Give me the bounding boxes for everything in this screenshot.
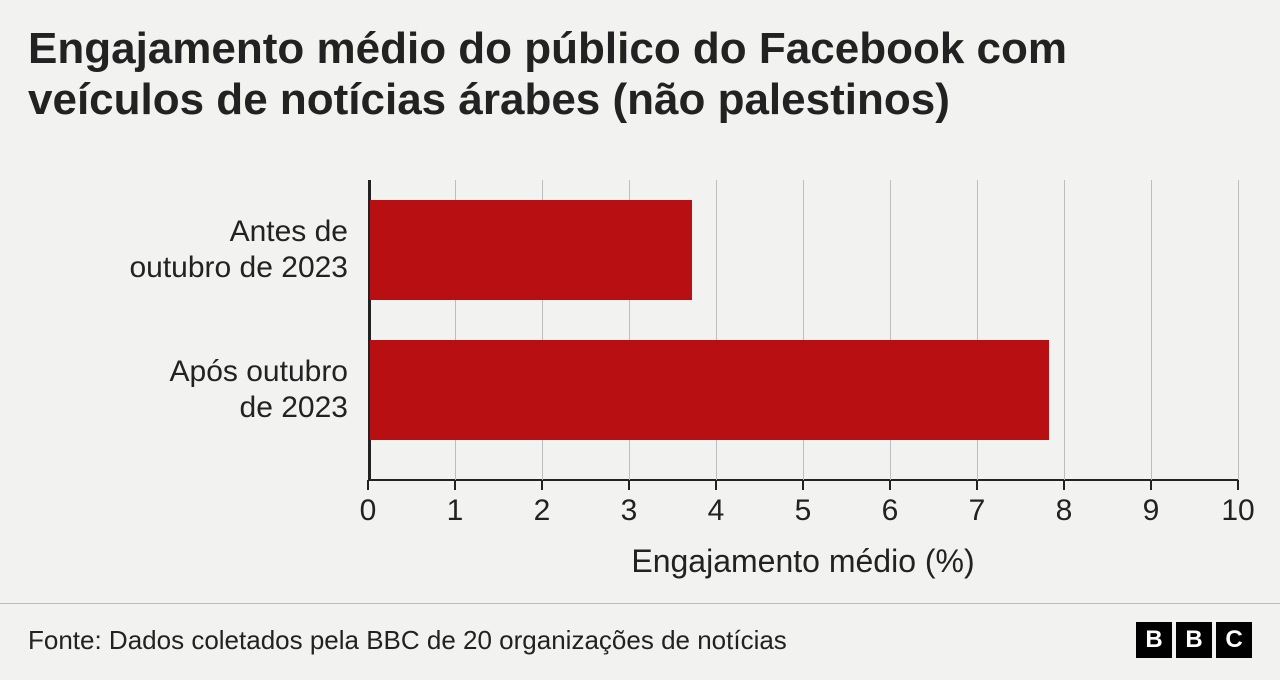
bar bbox=[370, 200, 692, 300]
x-tick-label: 0 bbox=[360, 494, 377, 528]
chart-plot-area: 012345678910Engajamento médio (%) bbox=[368, 180, 1238, 480]
chart-container: 012345678910Engajamento médio (%) Antes … bbox=[28, 180, 1252, 560]
bbc-logo-letter: B bbox=[1136, 622, 1172, 658]
x-tick-label: 5 bbox=[795, 494, 812, 528]
bar bbox=[370, 340, 1049, 440]
x-tick-label: 7 bbox=[969, 494, 986, 528]
x-tick-label: 2 bbox=[534, 494, 551, 528]
x-tick-label: 9 bbox=[1143, 494, 1160, 528]
chart-title: Engajamento médio do público do Facebook… bbox=[0, 0, 1280, 137]
x-tick-mark bbox=[715, 480, 717, 490]
x-tick-mark bbox=[541, 480, 543, 490]
bbc-logo: BBC bbox=[1136, 622, 1252, 658]
bbc-logo-letter: C bbox=[1216, 622, 1252, 658]
x-tick-mark bbox=[889, 480, 891, 490]
x-tick-label: 4 bbox=[708, 494, 725, 528]
gridline bbox=[1151, 180, 1152, 480]
x-axis-title: Engajamento médio (%) bbox=[631, 543, 974, 580]
x-tick-label: 3 bbox=[621, 494, 638, 528]
x-tick-mark bbox=[976, 480, 978, 490]
category-label: Antes deoutubro de 2023 bbox=[28, 214, 348, 286]
x-tick-label: 6 bbox=[882, 494, 899, 528]
category-label: Após outubrode 2023 bbox=[28, 354, 348, 426]
x-tick-mark bbox=[367, 480, 369, 490]
x-tick-label: 8 bbox=[1056, 494, 1073, 528]
source-text: Fonte: Dados coletados pela BBC de 20 or… bbox=[28, 625, 787, 656]
gridline bbox=[1238, 180, 1239, 480]
x-tick-mark bbox=[1063, 480, 1065, 490]
x-tick-mark bbox=[1237, 480, 1239, 490]
x-tick-mark bbox=[628, 480, 630, 490]
x-tick-mark bbox=[802, 480, 804, 490]
chart-footer: Fonte: Dados coletados pela BBC de 20 or… bbox=[0, 603, 1280, 680]
gridline bbox=[1064, 180, 1065, 480]
x-tick-mark bbox=[454, 480, 456, 490]
x-tick-label: 1 bbox=[447, 494, 464, 528]
x-tick-label: 10 bbox=[1221, 494, 1254, 528]
bbc-logo-letter: B bbox=[1176, 622, 1212, 658]
x-tick-mark bbox=[1150, 480, 1152, 490]
